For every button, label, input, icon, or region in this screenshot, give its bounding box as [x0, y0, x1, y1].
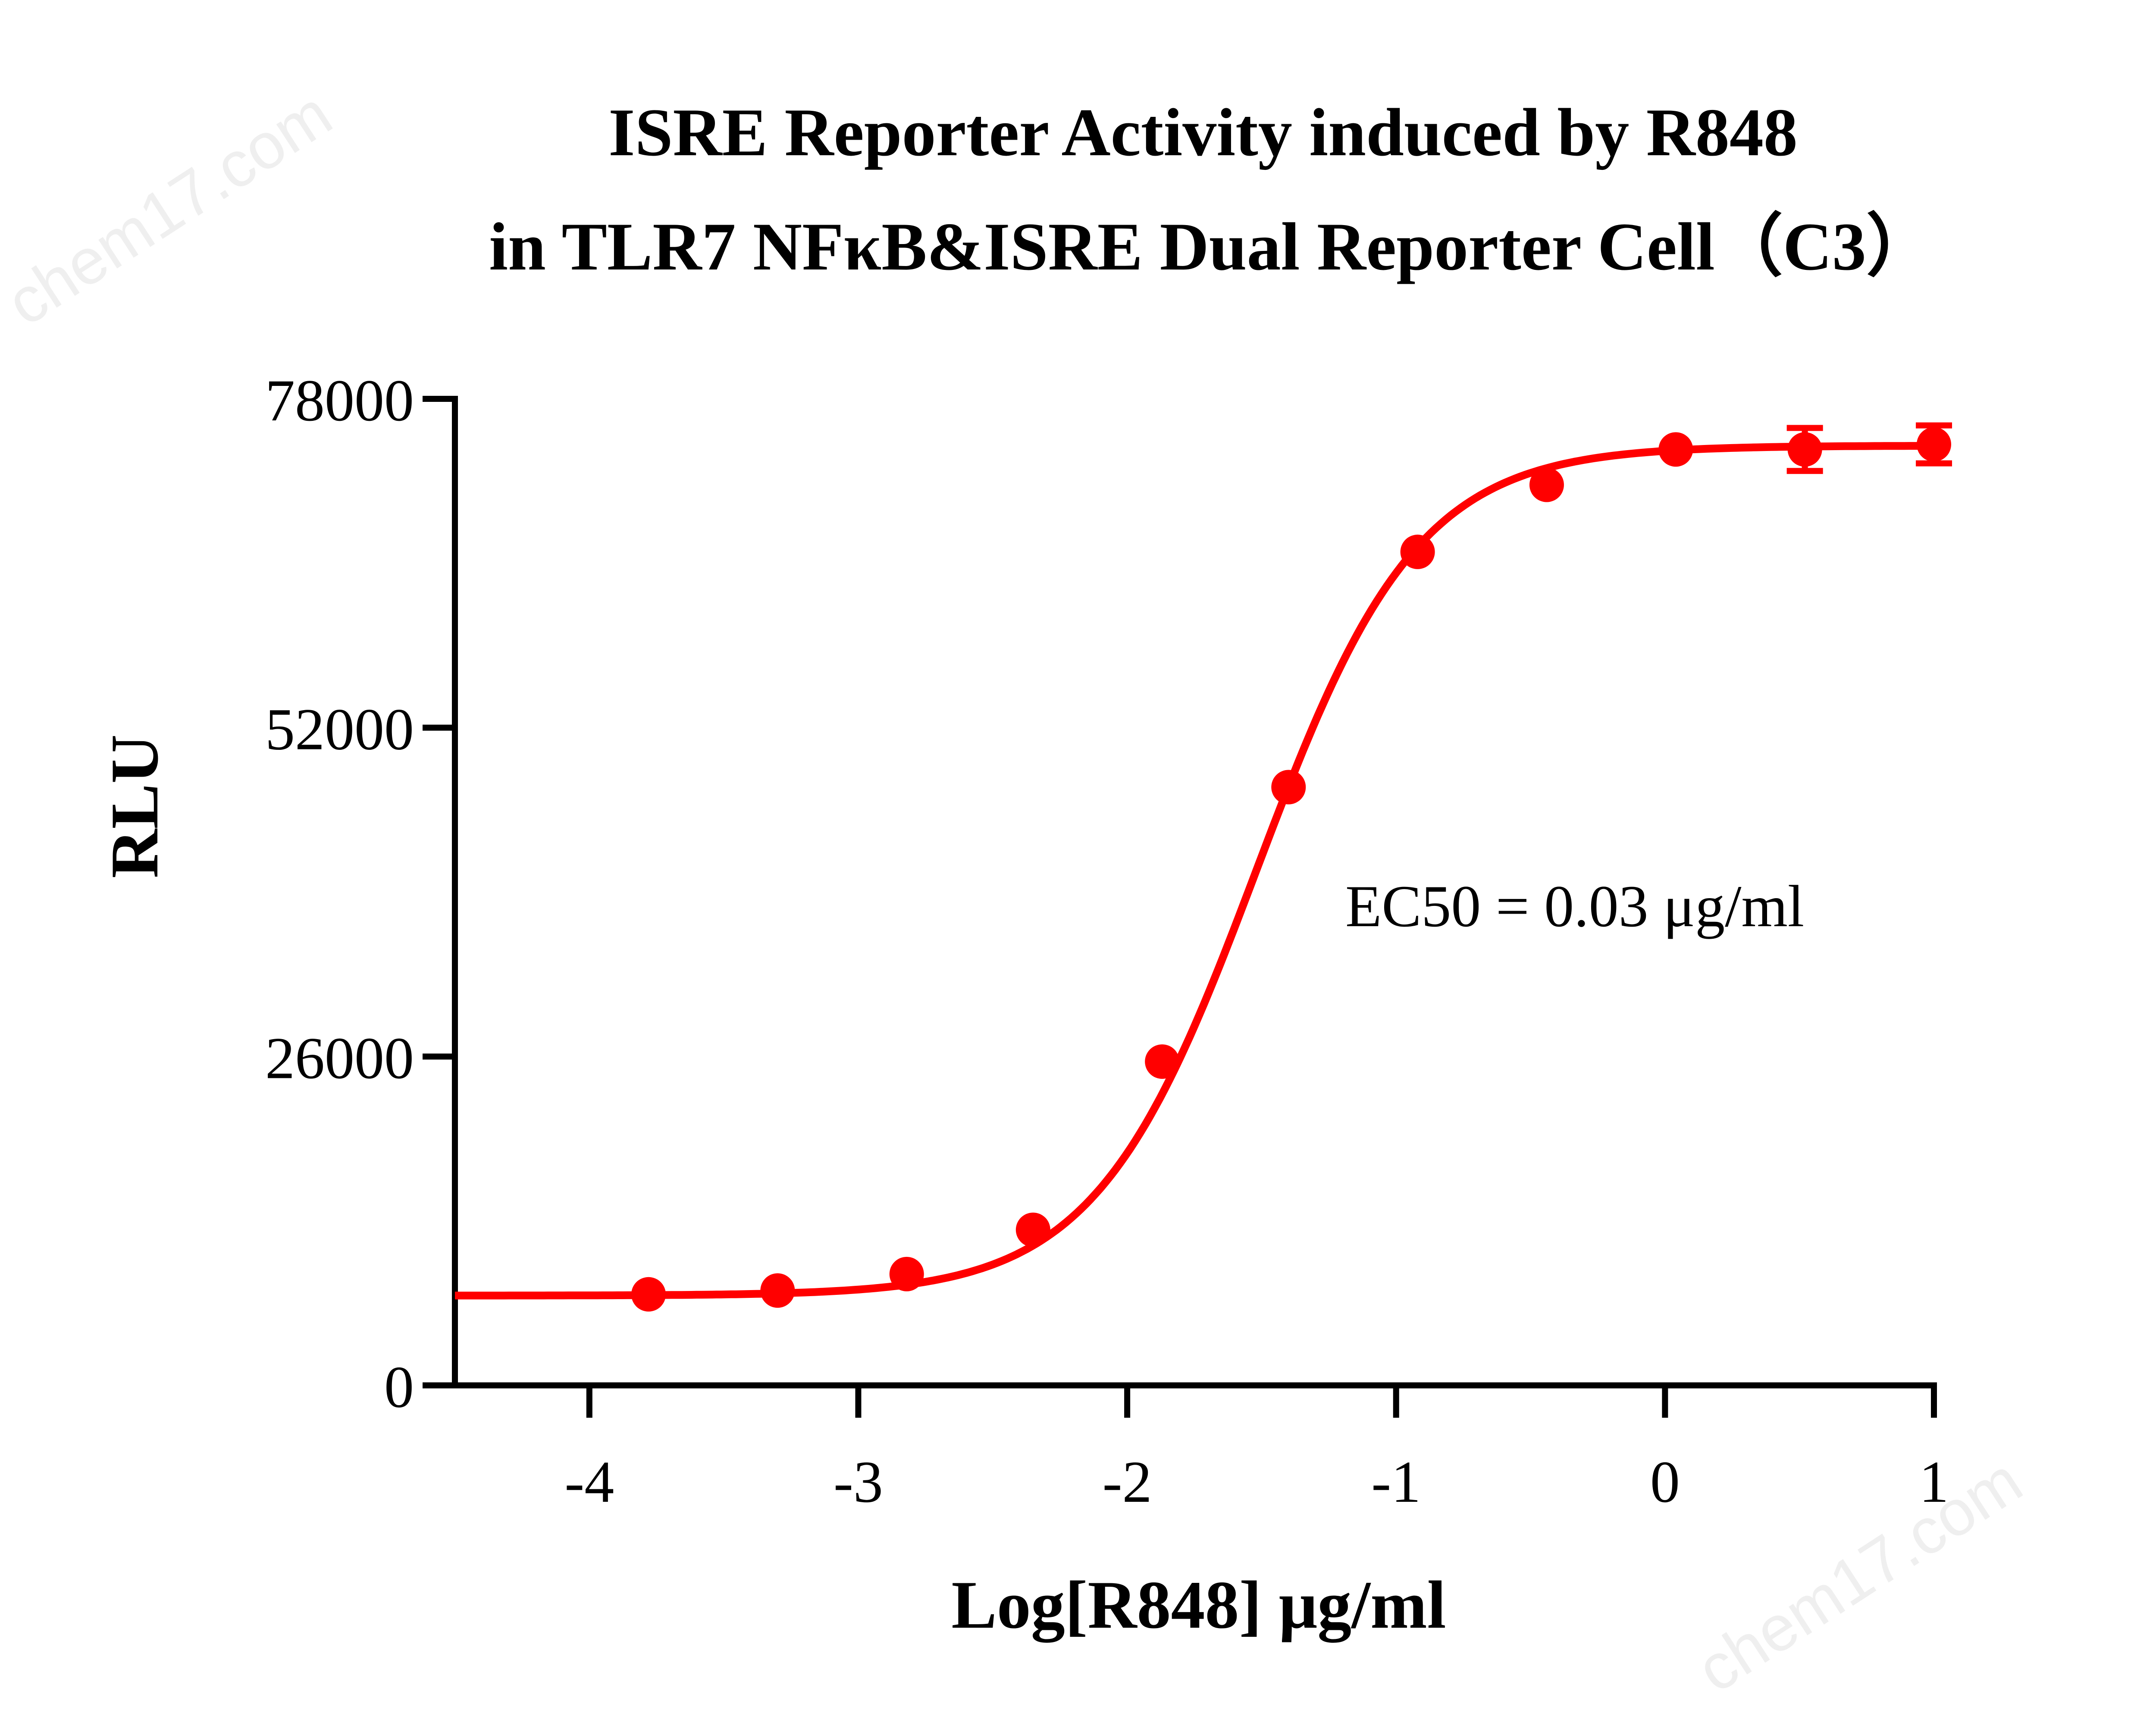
data-point: [1015, 1212, 1050, 1247]
watermark-right: chem17.com: [1684, 1444, 2034, 1706]
data-point: [1529, 467, 1564, 502]
fit-curve-group: [455, 442, 1934, 1300]
y-tick-label: 0: [384, 1354, 414, 1420]
x-tick-label: -3: [834, 1449, 883, 1515]
x-tick-label: 0: [1650, 1449, 1680, 1515]
chart-title-line-2: in TLR7 NFκB&ISRE Dual Reporter Cell（C3）: [489, 209, 1934, 285]
axes: [452, 396, 1937, 1388]
x-tick-label: 1: [1919, 1449, 1949, 1515]
data-point: [1271, 770, 1306, 805]
data-points: [631, 422, 1952, 1312]
data-point: [1658, 432, 1693, 467]
y-tick-label: 26000: [265, 1025, 414, 1091]
y-tick-label: 52000: [265, 696, 414, 762]
fit-curve: [455, 442, 1934, 1300]
y-tick-label: 78000: [265, 367, 414, 433]
x-tick-label: -4: [564, 1449, 614, 1515]
y-axis-label: RLU: [97, 734, 172, 878]
data-point: [1917, 427, 1951, 462]
data-point: [1400, 534, 1435, 569]
data-point: [1787, 432, 1822, 467]
x-axis-label: Log[R848] μg/ml: [951, 1567, 1446, 1643]
watermark-left: chem17.com: [0, 77, 344, 339]
ticks: 0 26000 52000 78000 -4 -3 -2 -1 0 1: [265, 367, 1949, 1515]
x-tick-label: -1: [1371, 1449, 1421, 1515]
data-point: [760, 1273, 795, 1308]
data-point: [631, 1277, 666, 1312]
data-point: [889, 1256, 924, 1291]
x-tick-label: -2: [1103, 1449, 1152, 1515]
ec50-annotation: EC50 = 0.03 μg/ml: [1345, 873, 1804, 939]
data-point: [1145, 1044, 1180, 1079]
chart-title-line-1: ISRE Reporter Activity induced by R848: [608, 95, 1798, 170]
